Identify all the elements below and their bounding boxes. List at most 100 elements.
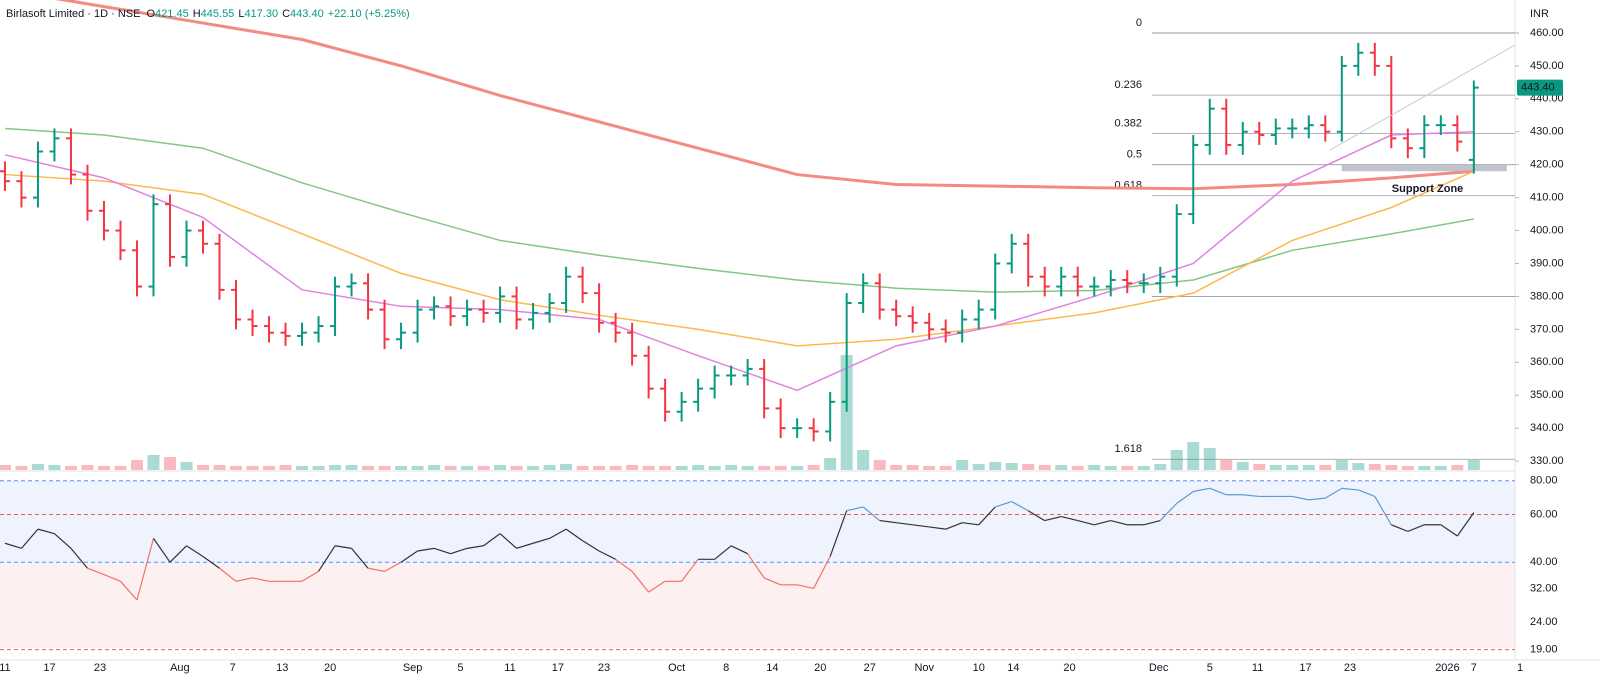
volume-bar [626, 465, 639, 470]
volume-bar [197, 465, 210, 470]
rsi-segment [978, 506, 996, 526]
rsi-tick-label: 40.00 [1530, 556, 1558, 568]
x-tick-label: 2026 [1435, 662, 1459, 674]
volume-bar [1335, 460, 1348, 470]
rsi-tick-label: 80.00 [1530, 475, 1558, 487]
support-zone-label: Support Zone [1392, 183, 1464, 195]
volume-bar [1352, 463, 1365, 470]
rsi-segment [1292, 495, 1309, 501]
volume-bar [263, 466, 276, 470]
rsi-segment [1374, 496, 1392, 526]
x-tick-label: 5 [1207, 662, 1213, 674]
rsi-segment [1440, 524, 1458, 537]
rsi-segment [1176, 491, 1194, 504]
rsi-tick-label: 60.00 [1530, 508, 1558, 520]
x-tick-label: 7 [1471, 662, 1477, 674]
fib-label: 0 [1136, 17, 1142, 29]
rsi-segment [714, 545, 732, 560]
axes: 330.00 340.00 350.00 360.00 370.00 380.00 390.… [0, 27, 1564, 674]
volume-bar [692, 465, 705, 470]
rsi-segment [797, 584, 814, 590]
rsi-segment [252, 577, 270, 582]
volume-bar [560, 464, 573, 470]
x-tick-label: 11 [1252, 662, 1263, 674]
volume-bar [362, 466, 375, 470]
rsi-segment [103, 574, 121, 582]
x-tick-label: Sep [403, 662, 423, 674]
rsi-segment [384, 561, 402, 572]
fib-label: 0.236 [1114, 79, 1142, 91]
rsi-segment [1011, 501, 1029, 512]
volume-bar [609, 466, 622, 470]
x-tick-label: 20 [324, 662, 336, 674]
x-tick-label: 10 [973, 662, 985, 674]
rsi-segment [598, 550, 616, 560]
rsi-segment [351, 547, 369, 569]
rsi-segment [318, 545, 336, 572]
volume-bar [593, 466, 606, 470]
close-label: C [282, 8, 290, 20]
volume-bar [1022, 464, 1035, 470]
rsi-segment [1407, 524, 1425, 532]
rsi-segment [400, 550, 418, 563]
volume-bar [1253, 464, 1266, 470]
x-tick-label: 20 [1063, 662, 1075, 674]
rsi-segment [466, 545, 484, 549]
support-zone [1341, 164, 1507, 172]
volume-bar [312, 466, 325, 470]
trend-line [1329, 44, 1516, 151]
volume-bar [1071, 466, 1084, 470]
rsi-segment [120, 580, 138, 601]
rsi-segment [1159, 502, 1178, 522]
volume-bar [444, 466, 457, 470]
high-value: 445.55 [201, 8, 235, 20]
y-tick-label: 390.00 [1530, 257, 1564, 269]
volume-bar [708, 466, 721, 470]
volume-bar [1154, 464, 1167, 470]
rsi-segment [995, 501, 1012, 508]
volume-bar [791, 466, 804, 470]
rsi-segment [912, 524, 930, 528]
volume-bar [923, 466, 936, 470]
volume-bar [1236, 462, 1249, 470]
volume-bar [477, 466, 490, 470]
volume-bar [956, 460, 969, 470]
volume-bar [1401, 466, 1414, 470]
volume-bar [774, 466, 787, 470]
high-label: H [193, 8, 201, 20]
volume-bar [1368, 464, 1381, 470]
rsi-segment [169, 545, 187, 563]
volume-bar [1302, 465, 1315, 470]
x-tick-label: 1 [1517, 662, 1523, 674]
last-price-label: 443.40 [1521, 82, 1555, 94]
y-tick-label: 360.00 [1530, 356, 1564, 368]
rsi-segment [813, 556, 831, 589]
volume-bar [81, 465, 94, 470]
rsi-segment [87, 567, 105, 576]
rsi-pane [0, 480, 1515, 651]
rsi-segment [433, 547, 451, 555]
y-tick-label: 350.00 [1530, 389, 1564, 401]
volume-bar [1434, 466, 1447, 470]
x-tick-label: Nov [914, 662, 934, 674]
volume-bar [345, 465, 358, 470]
volume-bar [147, 455, 160, 470]
y-tick-label: 400.00 [1530, 224, 1564, 236]
rsi-segment [219, 567, 237, 582]
low-value: 417.30 [244, 8, 278, 20]
x-tick-label: 23 [94, 662, 106, 674]
volume-bar [1055, 465, 1068, 470]
rsi-lower-band [0, 564, 1515, 648]
rsi-tick-label: 19.00 [1530, 644, 1558, 656]
currency: INR [1530, 8, 1549, 20]
rsi-segment [631, 570, 650, 593]
y-tick-label: 330.00 [1530, 455, 1564, 467]
fib-label: 0.618 [1114, 180, 1142, 192]
x-tick-label: Oct [668, 662, 685, 674]
volume-bar [890, 465, 903, 470]
y-tick-label: 410.00 [1530, 192, 1564, 204]
volume-bar [246, 466, 259, 470]
x-tick-label: 14 [766, 662, 778, 674]
x-tick-label: 23 [1344, 662, 1356, 674]
volume-bar [31, 464, 44, 470]
